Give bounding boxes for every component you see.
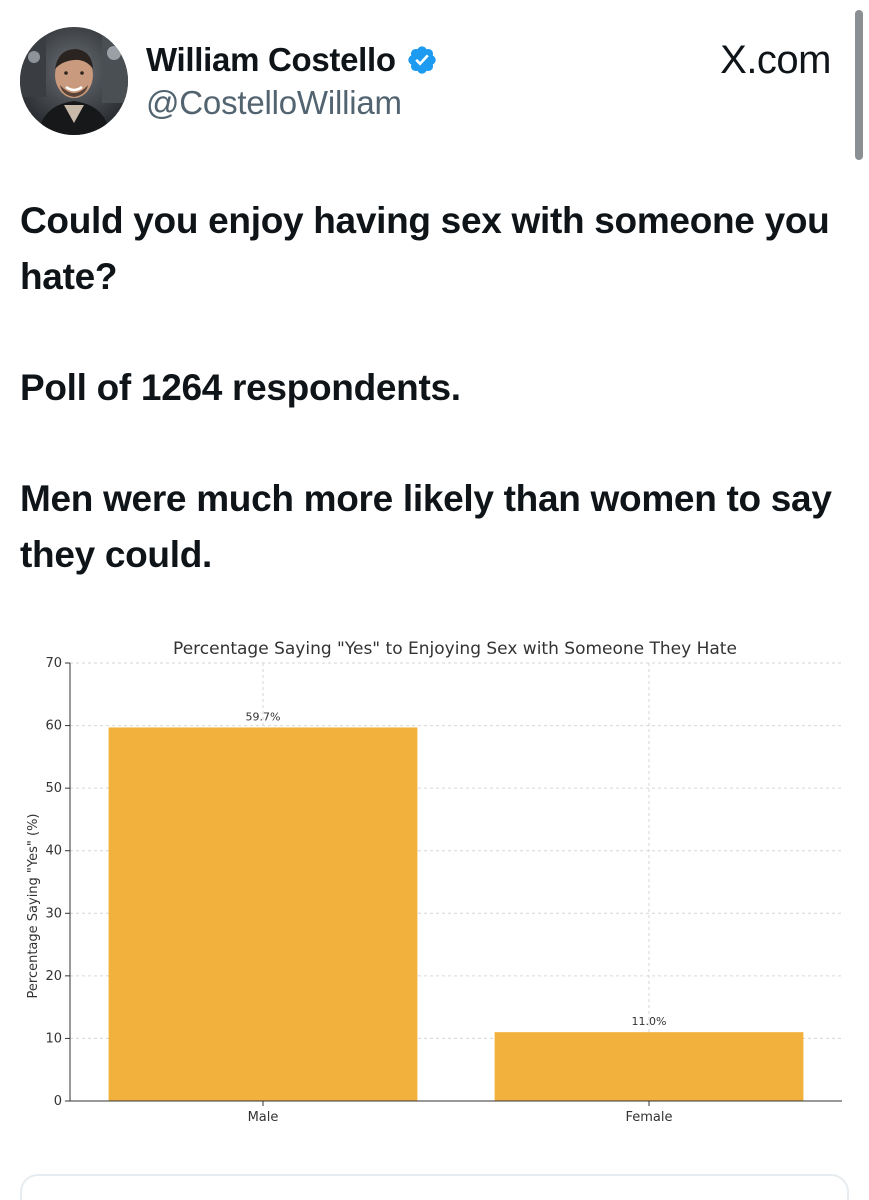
x-tick-label: Female	[625, 1110, 672, 1125]
source-label: X.com	[720, 38, 831, 82]
post-finding: Men were much more likely than women to …	[20, 478, 832, 575]
data-label: 11.0%	[632, 1015, 667, 1028]
post-question: Could you enjoy having sex with someone …	[20, 200, 830, 297]
y-tick-label: 0	[54, 1094, 62, 1109]
bar-female	[494, 1032, 804, 1101]
bar-chart: 0 10 20 30 40 50 60 70 Male 59.7% Female 11.0% Perc…	[26, 639, 842, 1125]
y-tick-label: 30	[45, 906, 62, 921]
chart-image[interactable]: 0 10 20 30 40 50 60 70 Male 59.7% Female 11.0% Perc…	[0, 625, 869, 1130]
verified-badge-icon	[406, 44, 438, 76]
bar-male	[108, 727, 418, 1101]
author-handle[interactable]: @CostelloWilliam	[146, 84, 402, 121]
avatar[interactable]	[20, 27, 128, 135]
author-name[interactable]: William Costello	[146, 41, 396, 78]
scrollbar[interactable]	[855, 10, 863, 160]
chart-title: Percentage Saying "Yes" to Enjoying Sex …	[173, 639, 737, 659]
x-tick-label: Male	[248, 1110, 279, 1125]
y-tick-label: 40	[45, 844, 62, 859]
post-poll-info: Poll of 1264 respondents.	[20, 367, 461, 408]
y-axis-label: Percentage Saying "Yes" (%)	[26, 814, 41, 999]
y-tick-label: 60	[45, 719, 62, 734]
y-tick-label: 50	[45, 781, 62, 796]
axes: 0 10 20 30 40 50 60 70 Male 59.7% Female 11.0%	[45, 656, 842, 1125]
author-name-row[interactable]: William Costello	[146, 38, 438, 82]
bars	[108, 727, 804, 1101]
data-label: 59.7%	[246, 710, 281, 723]
quoted-card[interactable]	[20, 1174, 849, 1200]
y-tick-label: 20	[45, 969, 62, 984]
avatar-photo	[20, 27, 128, 135]
y-tick-label: 70	[45, 656, 62, 671]
y-tick-label: 10	[45, 1031, 62, 1046]
